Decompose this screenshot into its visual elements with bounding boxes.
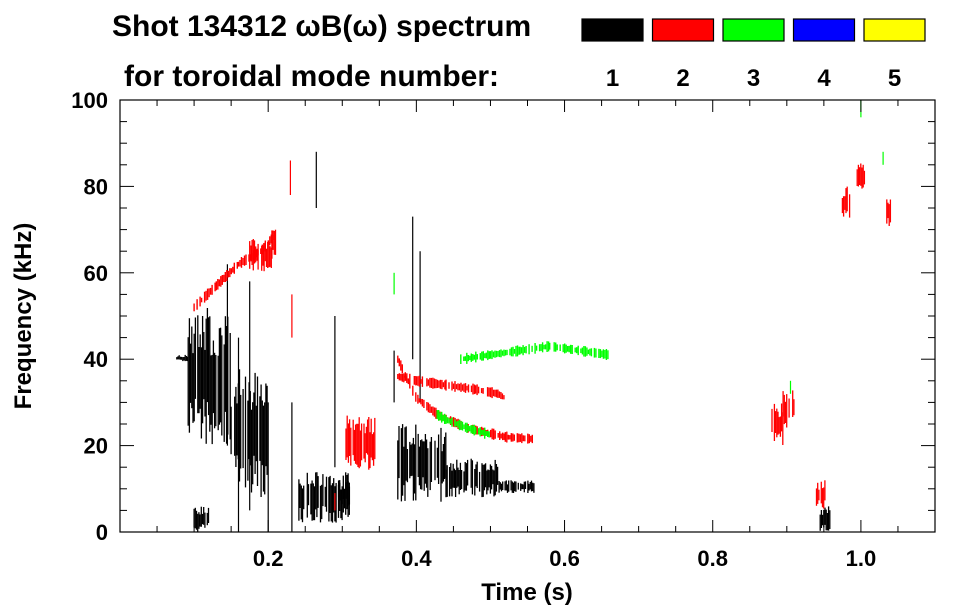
legend-label-5: 5 bbox=[888, 65, 901, 92]
series-mode-3 bbox=[393, 100, 884, 439]
y-axis-label: Frequency (kHz) bbox=[10, 223, 37, 410]
legend-label-1: 1 bbox=[606, 65, 619, 92]
axis-ticks bbox=[120, 99, 935, 533]
x-tick-label: 0.8 bbox=[697, 546, 728, 571]
legend-swatch-3 bbox=[722, 18, 785, 42]
y-tick-label: 20 bbox=[84, 434, 108, 459]
legend-label-2: 2 bbox=[676, 65, 689, 92]
y-tick-label: 100 bbox=[71, 88, 108, 113]
series-mode-2 bbox=[193, 160, 892, 511]
legend-swatch-5 bbox=[863, 18, 926, 42]
legend-label-4: 4 bbox=[817, 65, 831, 92]
legend-swatch-1 bbox=[581, 18, 644, 42]
y-tick-label: 40 bbox=[84, 347, 108, 372]
x-axis-label: Time (s) bbox=[481, 579, 573, 606]
x-tick-label: 0.4 bbox=[401, 546, 432, 571]
chart-title-line2: for toroidal mode number: bbox=[124, 60, 499, 93]
x-tick-label: 0.2 bbox=[253, 546, 284, 571]
y-tick-label: 0 bbox=[96, 520, 108, 545]
x-tick-labels: 0.2 0.4 0.6 0.8 1.0 bbox=[253, 546, 876, 571]
y-tick-label: 60 bbox=[84, 261, 108, 286]
legend-label-3: 3 bbox=[747, 65, 760, 92]
legend: 1 2 3 4 5 bbox=[581, 18, 926, 92]
chart-title-line1: Shot 134312 ωB(ω) spectrum bbox=[112, 10, 531, 43]
y-tick-label: 80 bbox=[84, 174, 108, 199]
x-tick-label: 0.6 bbox=[549, 546, 580, 571]
plot-data bbox=[176, 100, 892, 532]
series-mode-1 bbox=[176, 151, 831, 532]
legend-swatch-4 bbox=[792, 18, 856, 42]
x-tick-label: 1.0 bbox=[846, 546, 877, 571]
legend-swatch-2 bbox=[651, 18, 715, 42]
plot-frame bbox=[119, 99, 936, 533]
y-tick-labels: 0 20 40 60 80 100 bbox=[71, 88, 108, 545]
